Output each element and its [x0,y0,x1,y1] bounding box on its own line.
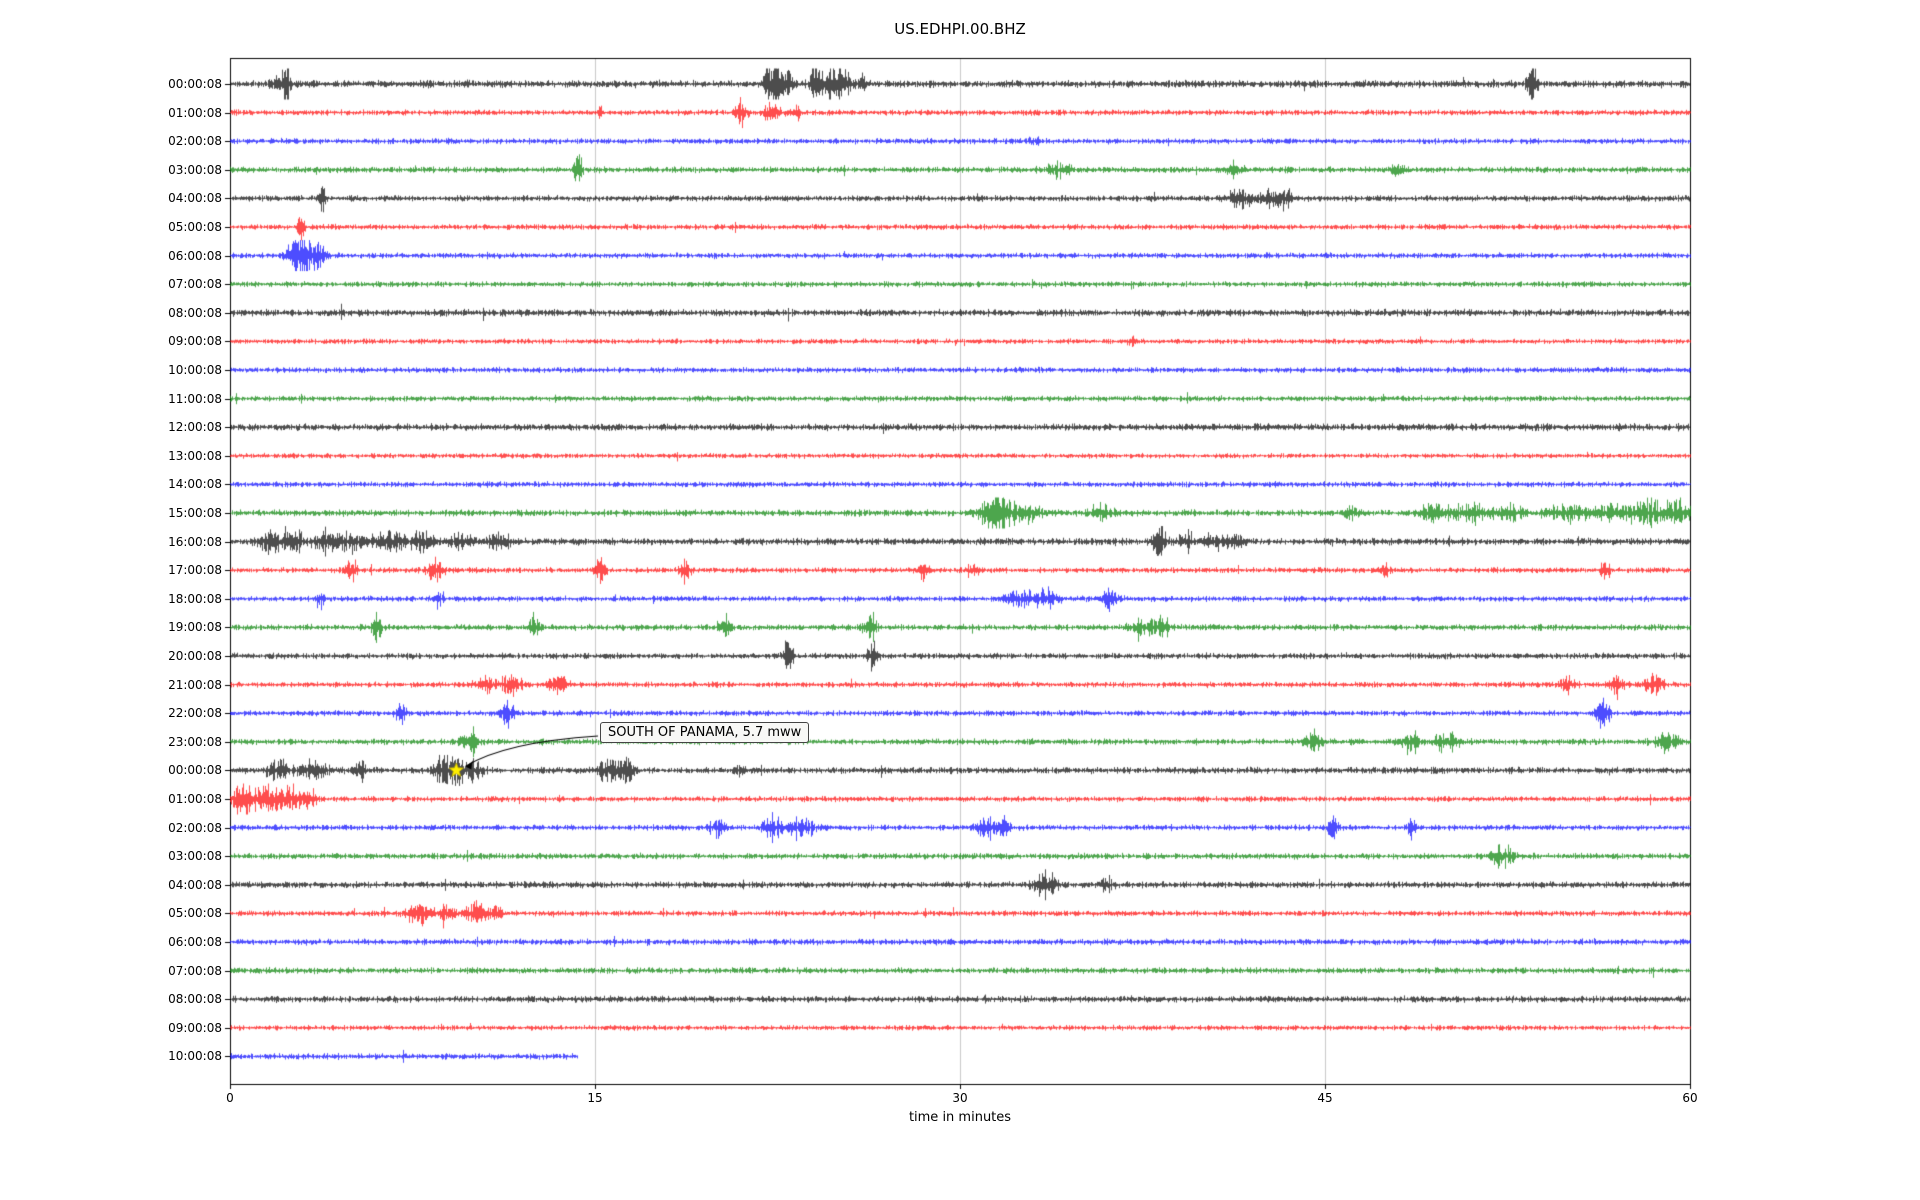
row-label: 11:00:08 [168,391,222,406]
row-label: 02:00:08 [168,820,222,835]
row-label: 21:00:08 [168,677,222,692]
event-annotation-label: SOUTH OF PANAMA, 5.7 mww [608,725,802,740]
row-label: 02:00:08 [168,134,222,149]
row-label: 09:00:08 [168,1020,222,1035]
row-label: 07:00:08 [168,277,222,292]
row-label: 06:00:08 [168,248,222,263]
event-annotation-box: SOUTH OF PANAMA, 5.7 mww [600,722,810,743]
row-label: 08:00:08 [168,305,222,320]
row-label: 22:00:08 [168,706,222,721]
x-tick-label: 45 [1317,1091,1333,1105]
row-label: 10:00:08 [168,363,222,377]
row-label: 20:00:08 [168,649,222,663]
row-label: 19:00:08 [168,620,222,635]
row-label: 16:00:08 [168,534,222,549]
row-label: 00:00:08 [168,763,222,778]
row-label: 07:00:08 [168,963,222,978]
chart-title: US.EDHPI.00.BHZ [894,20,1026,38]
row-label: 08:00:08 [168,992,222,1007]
x-tick-label: 0 [226,1091,234,1105]
row-label: 10:00:08 [168,1049,222,1064]
row-label: 13:00:08 [168,448,222,463]
x-axis-title: time in minutes [908,1110,1012,1125]
row-label: 09:00:08 [168,334,222,349]
row-label: 05:00:08 [168,220,222,234]
x-tick-label: 60 [1682,1091,1698,1105]
row-label: 03:00:08 [168,849,222,864]
row-label: 05:00:08 [168,906,222,921]
x-tick-label: 15 [587,1091,603,1105]
row-label: 06:00:08 [168,935,222,949]
row-label: 17:00:08 [168,563,222,578]
row-label: 23:00:08 [168,734,222,749]
row-label: 14:00:08 [168,477,222,492]
row-label: 04:00:08 [168,877,222,892]
row-label: 15:00:08 [168,506,222,520]
row-label: 12:00:08 [168,420,222,435]
row-label: 01:00:08 [168,792,222,806]
row-label: 01:00:08 [168,105,222,120]
row-label: 04:00:08 [168,191,222,206]
x-tick-label: 30 [952,1091,968,1105]
row-label: 03:00:08 [168,162,222,177]
row-label: 00:00:08 [168,77,222,91]
row-label: 18:00:08 [168,591,222,606]
